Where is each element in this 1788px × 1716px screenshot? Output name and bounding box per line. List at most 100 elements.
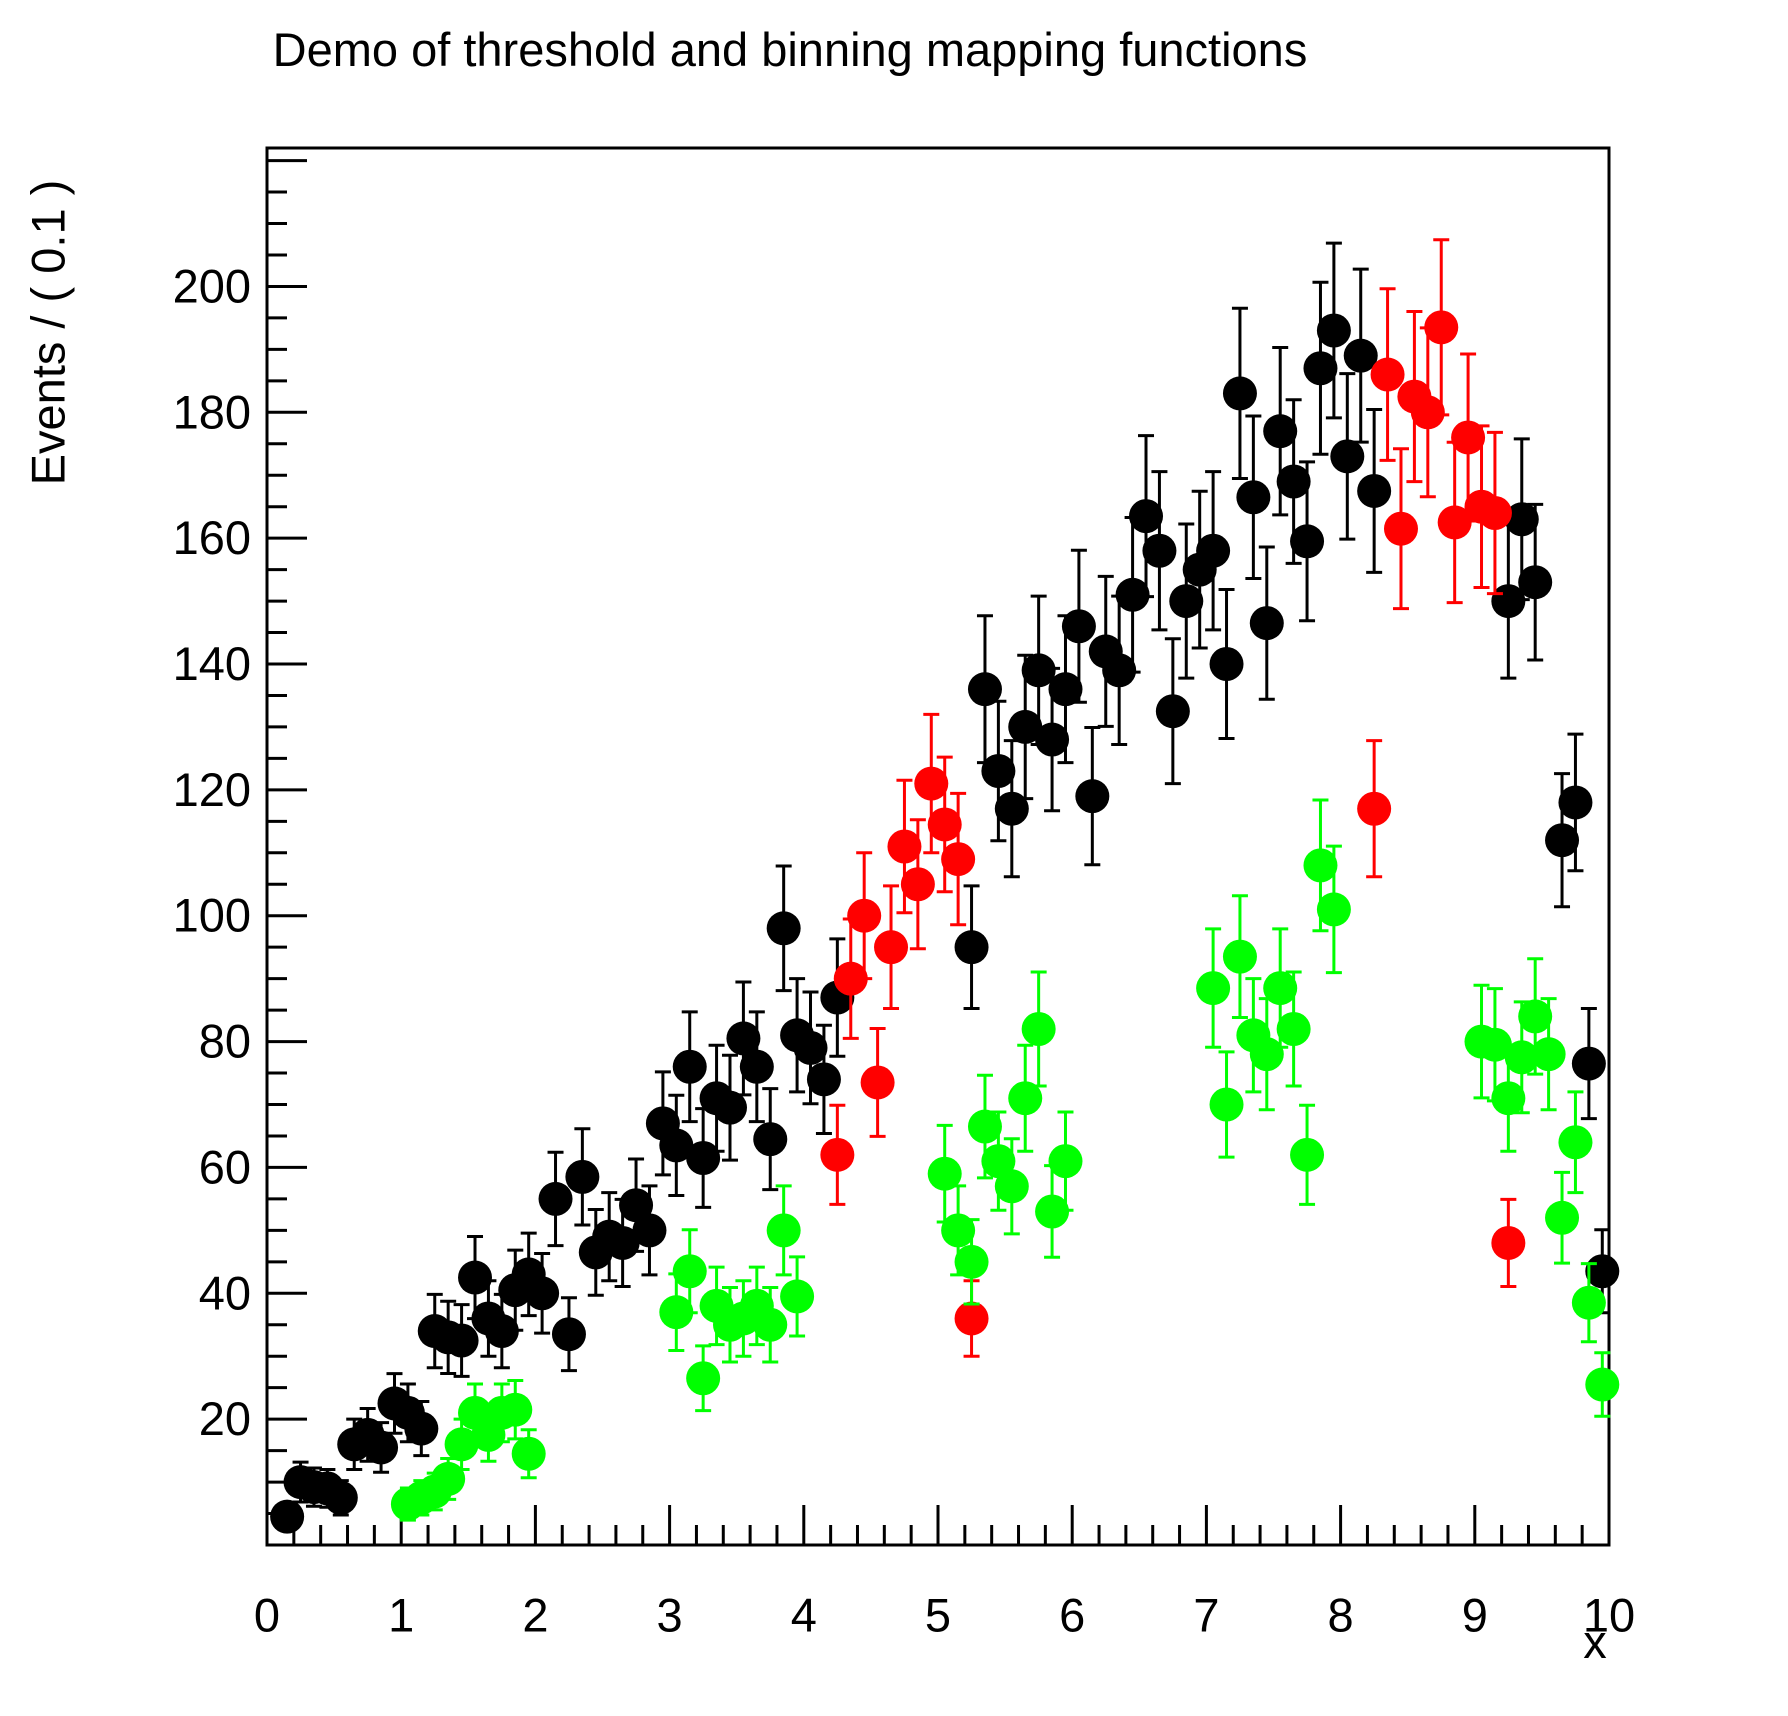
data-point xyxy=(1008,709,1043,744)
data-point xyxy=(1008,1081,1043,1116)
data-point xyxy=(739,1049,774,1084)
data-point xyxy=(941,842,976,877)
data-point xyxy=(1491,1081,1526,1116)
y-tick-label: 140 xyxy=(173,637,251,690)
x-tick-label: 1 xyxy=(388,1588,414,1641)
data-point xyxy=(1518,999,1553,1034)
data-point xyxy=(994,791,1029,826)
data-point xyxy=(1585,1254,1620,1289)
data-point xyxy=(806,1062,841,1097)
data-point xyxy=(1545,823,1580,858)
data-point xyxy=(659,1295,694,1330)
data-point xyxy=(1263,414,1298,449)
y-tick-label: 200 xyxy=(173,259,251,312)
y-tick-label: 160 xyxy=(173,511,251,564)
data-point xyxy=(538,1181,573,1216)
series-all-events-black xyxy=(270,241,1620,1534)
data-point xyxy=(1316,892,1351,927)
data-point xyxy=(1249,606,1284,641)
data-point xyxy=(833,961,868,996)
x-tick-label: 8 xyxy=(1328,1588,1354,1641)
data-point xyxy=(431,1461,466,1496)
data-point xyxy=(1209,1087,1244,1122)
data-point xyxy=(444,1323,479,1358)
x-tick-label: 6 xyxy=(1059,1588,1085,1641)
data-point xyxy=(1035,722,1070,757)
data-point xyxy=(1477,1027,1512,1062)
data-point xyxy=(498,1392,533,1427)
data-point xyxy=(1303,848,1338,883)
data-point xyxy=(766,1213,801,1248)
y-tick-label: 20 xyxy=(199,1392,251,1445)
series-threshold-region-events-red xyxy=(820,238,1526,1358)
data-point xyxy=(1276,1011,1311,1046)
x-tick-label: 4 xyxy=(791,1588,817,1641)
data-point xyxy=(1437,505,1472,540)
x-tick-label: 9 xyxy=(1462,1588,1488,1641)
y-tick-label: 60 xyxy=(199,1140,251,1193)
data-point xyxy=(1169,584,1204,619)
data-point xyxy=(1035,1194,1070,1229)
data-point xyxy=(1196,533,1231,568)
data-point xyxy=(914,766,949,801)
x-tick-label: 3 xyxy=(657,1588,683,1641)
data-point xyxy=(793,1030,828,1065)
data-point xyxy=(1531,1037,1566,1072)
data-point xyxy=(270,1499,305,1534)
data-point xyxy=(1571,1046,1606,1081)
data-point xyxy=(927,807,962,842)
data-point xyxy=(619,1188,654,1223)
data-point xyxy=(1545,1200,1580,1235)
data-point xyxy=(1061,609,1096,644)
data-point xyxy=(766,911,801,946)
data-point xyxy=(981,753,1016,788)
data-point xyxy=(511,1436,546,1471)
data-point xyxy=(753,1307,788,1342)
data-point xyxy=(1504,1040,1539,1075)
data-point xyxy=(1383,511,1418,546)
data-point xyxy=(1209,647,1244,682)
data-point xyxy=(954,1301,989,1336)
y-axis-ticks: 20 40 60 80 100 120 140 160 180 200 xyxy=(173,159,307,1516)
x-tick-label: 0 xyxy=(254,1588,280,1641)
data-point xyxy=(1558,1125,1593,1160)
chart-title: Demo of threshold and binning mapping fu… xyxy=(272,23,1308,76)
y-tick-label: 180 xyxy=(173,385,251,438)
data-point xyxy=(1142,533,1177,568)
data-point xyxy=(1357,473,1392,508)
data-point xyxy=(1477,495,1512,530)
data-point xyxy=(1263,971,1298,1006)
data-point xyxy=(981,1144,1016,1179)
data-point xyxy=(1410,395,1445,430)
x-tick-label: 2 xyxy=(522,1588,548,1641)
data-point xyxy=(1504,502,1539,537)
data-point xyxy=(632,1213,667,1248)
y-tick-label: 120 xyxy=(173,763,251,816)
data-point xyxy=(323,1480,358,1515)
data-point xyxy=(1155,694,1190,729)
data-point xyxy=(686,1140,721,1175)
data-point xyxy=(1518,565,1553,600)
data-point xyxy=(551,1317,586,1352)
data-point xyxy=(1048,672,1083,707)
data-point xyxy=(1021,653,1056,688)
data-point xyxy=(726,1021,761,1056)
data-point xyxy=(1115,577,1150,612)
data-point xyxy=(458,1260,493,1295)
data-point xyxy=(1585,1367,1620,1402)
x-axis-ticks: 0 1 2 3 4 5 6 7 8 9 10 xyxy=(254,1505,1635,1641)
data-point xyxy=(1222,376,1257,411)
data-point xyxy=(672,1254,707,1289)
x-tick-label: 10 xyxy=(1583,1588,1635,1641)
data-point xyxy=(444,1427,479,1462)
data-point xyxy=(712,1090,747,1125)
data-point xyxy=(484,1314,519,1349)
data-point xyxy=(1048,1144,1083,1179)
data-point xyxy=(1129,499,1164,534)
data-point xyxy=(753,1122,788,1157)
data-point xyxy=(1357,791,1392,826)
data-point xyxy=(1558,785,1593,820)
data-point xyxy=(927,1156,962,1191)
data-point xyxy=(672,1049,707,1084)
